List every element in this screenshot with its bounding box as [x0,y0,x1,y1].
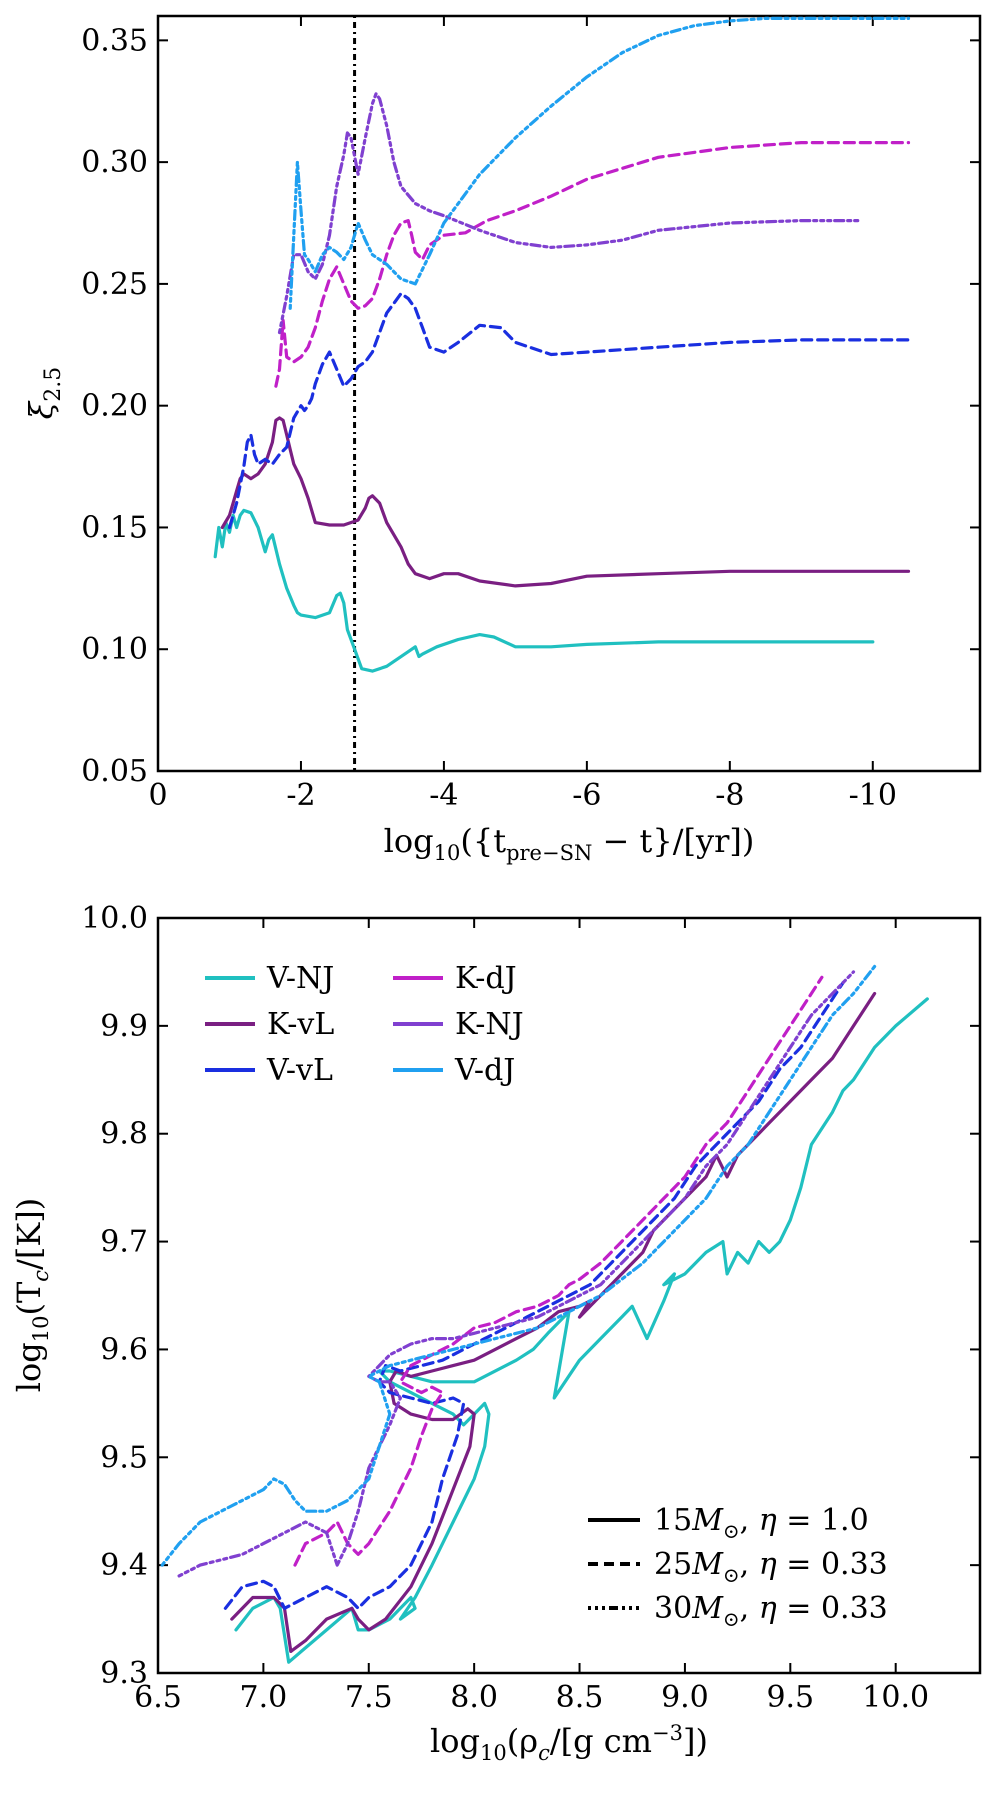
top-series-v-vl [227,292,911,530]
top-y-tick-label: 0.10 [81,632,148,667]
bottom-y-tick-label: 10.0 [81,901,148,936]
bottom-y-tick-label: 9.8 [100,1117,148,1152]
top-x-tick-label: -6 [572,778,601,813]
top-series-v-nj [213,508,875,673]
top-y-tick-label: 0.05 [81,754,148,789]
top-y-tick-label: 0.15 [81,510,148,545]
top-x-tick-label: -4 [429,778,458,813]
bottom-series-k-dj [293,975,824,1567]
bottom-series-v-dj [160,964,877,1567]
bottom-y-tick-label: 9.7 [100,1225,148,1260]
top-ticks: 0 -2 -4 -6 -8 -10 0.05 0.10 0.15 0.20 0.25 0.30 0.35 [81,16,980,813]
style-legend-label-solid: 15M⊙, η = 1.0 [654,1503,869,1543]
top-x-tick-label: -2 [286,778,315,813]
bottom-y-tick-label: 9.6 [100,1332,148,1367]
legend-label-k-nj: K-NJ [455,1007,524,1042]
bottom-series-v-nj [234,997,929,1664]
top-y-tick-label: 0.20 [81,389,148,424]
bottom-ticks: 6.5 7.0 7.5 8.0 8.5 9.0 9.5 10.0 9.3 9.4 9.5 9.6 9.7… [81,901,980,1715]
top-x-tick-label: -8 [715,778,744,813]
color-legend: V-NJ K-dJ K-vL K-NJ V-vL V-dJ [205,961,524,1088]
bottom-series-v-vl [223,981,845,1610]
top-y-tick-label: 0.25 [81,267,148,302]
bottom-x-tick-label: 7.5 [345,1680,393,1715]
legend-label-v-vl: V-vL [266,1053,333,1088]
bottom-y-axis-label: log10(Tc/[K]) [10,1198,53,1392]
bottom-x-tick-label: 9.0 [661,1680,709,1715]
bottom-plot-frame [156,916,982,1675]
legend-label-k-vl: K-vL [267,1007,334,1042]
bottom-x-tick-label: 10.0 [862,1680,929,1715]
bottom-x-axis-label: log10(ρc/[g cm−3]) [430,1721,708,1765]
bottom-x-tick-label: 6.5 [134,1680,182,1715]
top-x-tick-label: 0 [148,778,167,813]
top-x-axis-label: log10({tpre−SN − t}/[yr]) [384,822,755,865]
style-legend-label-dashed: 25M⊙, η = 0.33 [654,1547,888,1587]
top-series-k-dj [274,141,911,388]
top-series-k-nj [277,92,861,335]
bottom-x-tick-label: 8.5 [556,1680,604,1715]
bottom-series-group [160,964,929,1664]
bottom-panel: 6.5 7.0 7.5 8.0 8.5 9.0 9.5 10.0 9.3 9.4 9.5 9.6 9.7… [10,901,982,1765]
legend-label-k-dj: K-dJ [455,961,517,996]
top-series-v-dj [288,16,911,310]
bottom-y-tick-label: 9.9 [100,1009,148,1044]
top-plot-frame [156,14,982,773]
bottom-y-tick-label: 9.3 [100,1656,148,1691]
legend-label-v-dj: V-dJ [454,1053,515,1088]
top-x-tick-label: -10 [849,778,897,813]
top-y-axis-label: ξ2.5 [22,367,66,420]
style-legend-label-dashdot: 30M⊙, η = 0.33 [654,1591,888,1631]
top-series-k-vl [220,416,911,588]
bottom-x-tick-label: 7.0 [240,1680,288,1715]
top-panel: 0 -2 -4 -6 -8 -10 0.05 0.10 0.15 0.20 0.25 0.30 0.35… [22,14,982,865]
bottom-x-tick-label: 9.5 [766,1680,814,1715]
legend-label-v-nj: V-NJ [266,961,334,996]
top-y-tick-label: 0.30 [81,145,148,180]
bottom-x-tick-label: 8.0 [450,1680,498,1715]
top-series-group [213,16,911,771]
bottom-y-tick-label: 9.5 [100,1440,148,1475]
top-y-tick-label: 0.35 [81,23,148,58]
bottom-y-tick-label: 9.4 [100,1548,148,1583]
bottom-series-k-nj [177,970,856,1578]
